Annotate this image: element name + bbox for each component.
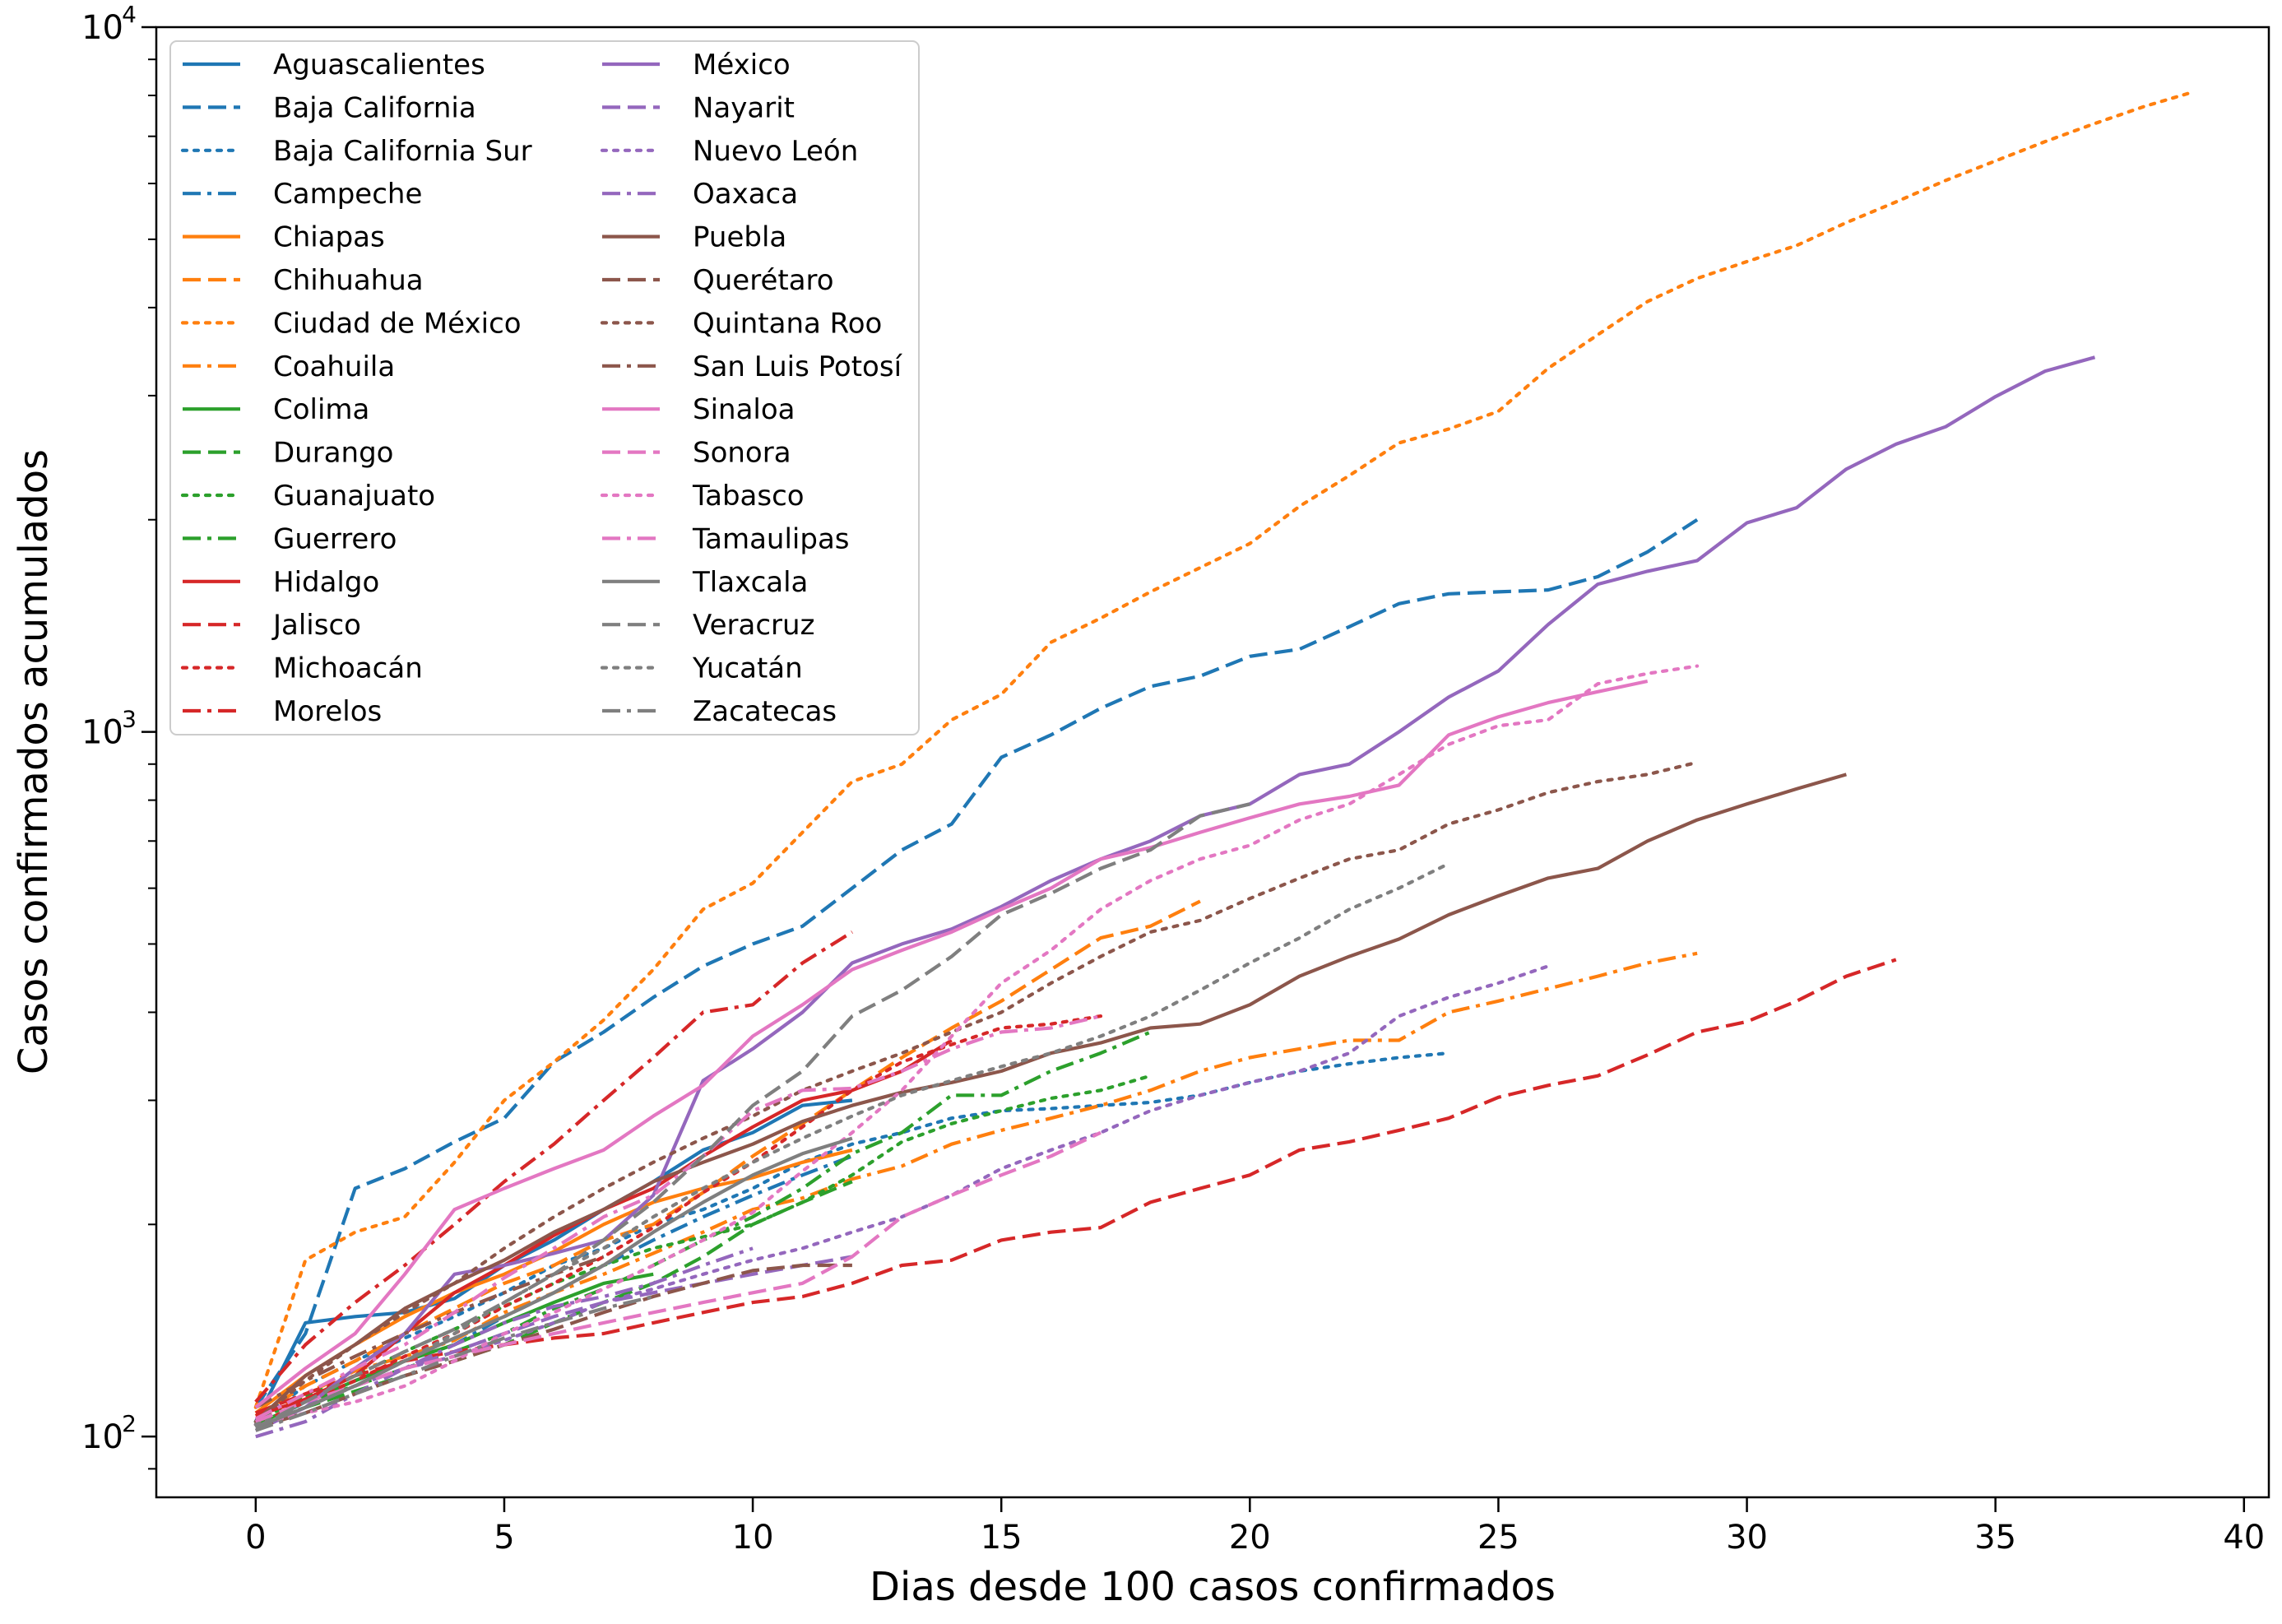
y-axis-label: Casos confirmados acumulados [11,449,57,1074]
legend-label: Tabasco [692,480,805,513]
series-layer [253,90,2196,1439]
x-tick-label: 40 [2223,1519,2265,1557]
series-line-yucatan [253,861,1451,1427]
legend-label: Baja California Sur [273,135,532,168]
x-axis-label: Dias desde 100 casos confirmados [870,1564,1556,1610]
series-line-veracruz [254,802,1250,1430]
series-line-quintana-roo [253,760,1700,1424]
legend-label: Nuevo León [693,135,858,168]
legend-label: Chihuahua [273,264,424,297]
legend-label: Hidalgo [273,566,379,599]
plot-frame [155,26,2270,1499]
legend-label: Baja California [273,91,476,124]
legend-label: México [693,49,791,81]
x-axis: 0 5 10 15 20 25 30 35 40 [245,1497,2265,1557]
legend-label: Guanajuato [273,480,435,513]
legend-label: Durango [273,437,393,470]
x-tick-label: 20 [1229,1519,1271,1557]
series-line-queretaro [255,1263,852,1430]
legend-label: Zacatecas [693,695,837,728]
series-line-puebla [254,773,1847,1423]
legend-label: Sinaloa [693,393,795,426]
legend: Aguascalientes Baja California Baja Califo… [169,40,920,735]
y-tick-label: 10 [81,1418,123,1456]
series-line-san-luis-potosi [254,1255,605,1409]
series-line-morelos [254,930,854,1404]
legend-label: Quintana Roo [693,307,882,340]
series-line-baja-california [254,517,1699,1408]
legend-label: Yucatán [692,652,803,685]
y-tick-exponent: 3 [122,706,137,733]
legend-label: Querétaro [693,264,834,297]
legend-label: Nayarit [693,91,795,124]
legend-label: San Luis Potosí [693,350,903,383]
legend-label: Puebla [693,221,786,254]
legend-label: Oaxaca [693,178,798,211]
x-tick-label: 5 [494,1519,514,1557]
series-line-jalisco [255,958,1897,1415]
legend-label: Campeche [273,178,422,211]
x-tick-label: 15 [981,1519,1023,1557]
x-tick-label: 10 [732,1519,774,1557]
legend-label: Sonora [693,437,791,470]
series-line-zacatecas [255,1294,654,1432]
legend-box [169,40,920,735]
legend-label: Aguascalientes [273,49,485,81]
series-line-aguascalientes [253,1098,853,1422]
series-line-coahuila [254,951,1698,1423]
series-line-ciudad-de-mexico [253,90,2196,1409]
series-line-chihuahua [254,899,1201,1418]
legend-label: Coahuila [273,350,395,383]
legend-label: Guerrero [273,522,397,555]
series-line-nuevo-leon [253,964,1551,1427]
series-line-tabasco [253,664,1700,1427]
y-tick-exponent: 2 [122,1410,137,1437]
series-line-sinaloa [254,679,1649,1409]
y-tick-label: 10 [81,9,123,47]
legend-label: Chiapas [273,221,385,254]
legend-label: Colima [273,393,369,426]
series-line-mexico [254,355,2096,1432]
legend-label: Ciudad de México [273,307,522,340]
series-line-tamaulipas [254,1014,1102,1421]
legend-label: Tlaxcala [692,566,808,599]
legend-label: Michoacán [273,652,423,685]
legend-label: Morelos [273,695,382,728]
x-tick-label: 35 [1974,1519,2016,1557]
legend-label: Veracruz [693,609,814,642]
y-tick-label: 10 [81,714,123,752]
series-line-michoacan [253,1014,1103,1427]
x-tick-label: 0 [245,1519,266,1557]
y-tick-exponent: 4 [122,1,137,28]
x-tick-label: 25 [1477,1519,1519,1557]
series-line-sonora [255,1130,1102,1423]
series-line-oaxaca [255,1246,754,1439]
legend-label: Tamaulipas [692,522,850,555]
legend-label: Jalisco [271,609,361,642]
x-tick-label: 30 [1726,1519,1768,1557]
